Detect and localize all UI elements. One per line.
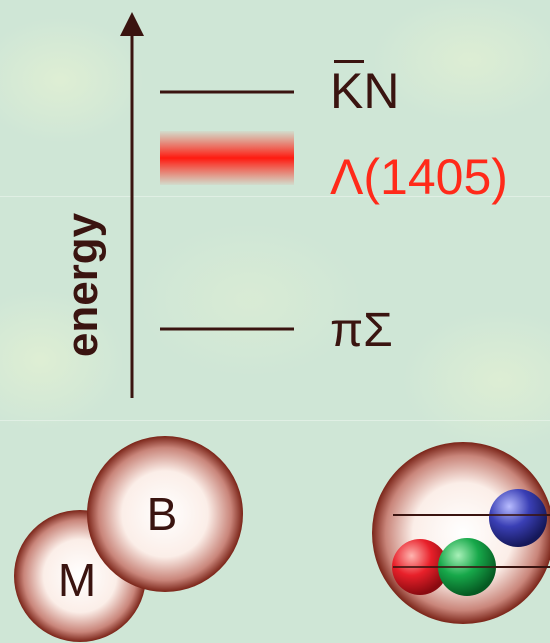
baryon-label: B bbox=[146, 488, 178, 540]
level-kn-text: KN bbox=[330, 63, 400, 119]
level-lambda-label: Λ(1405) bbox=[330, 149, 508, 205]
baryon-circle bbox=[87, 436, 243, 592]
axis-label-text: energy bbox=[58, 212, 107, 358]
meson-label: M bbox=[57, 554, 97, 606]
level-lambda-band bbox=[160, 131, 294, 185]
kbar-overline bbox=[334, 60, 364, 63]
background-stripe bbox=[0, 420, 550, 421]
level-kn-label: KN bbox=[330, 60, 400, 119]
level-pisigma-label: πΣ bbox=[330, 304, 393, 357]
axis-label: energy bbox=[53, 185, 113, 385]
blue-quark bbox=[489, 489, 547, 547]
energy-axis-arrowhead bbox=[120, 12, 144, 36]
background-stripe bbox=[0, 196, 550, 197]
